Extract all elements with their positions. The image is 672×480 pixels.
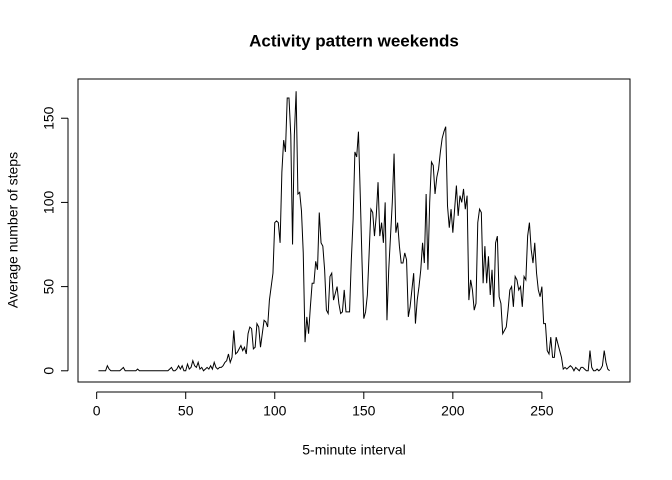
y-tick-label: 0 [41, 367, 57, 375]
x-tick-label: 150 [352, 403, 376, 419]
x-axis-label: 5-minute interval [302, 442, 406, 458]
x-tick-label: 50 [178, 403, 194, 419]
y-tick-label: 50 [41, 279, 57, 295]
x-tick-label: 250 [530, 403, 554, 419]
data-line [98, 91, 610, 372]
plot-box [77, 78, 631, 383]
chart-title: Activity pattern weekends [249, 31, 459, 50]
x-tick-label: 100 [263, 403, 287, 419]
x-tick-label: 200 [441, 403, 465, 419]
y-axis-label: Average number of steps [5, 152, 21, 308]
x-tick-label: 0 [93, 403, 101, 419]
y-tick-label: 150 [41, 106, 57, 130]
y-tick-label: 100 [41, 191, 57, 215]
